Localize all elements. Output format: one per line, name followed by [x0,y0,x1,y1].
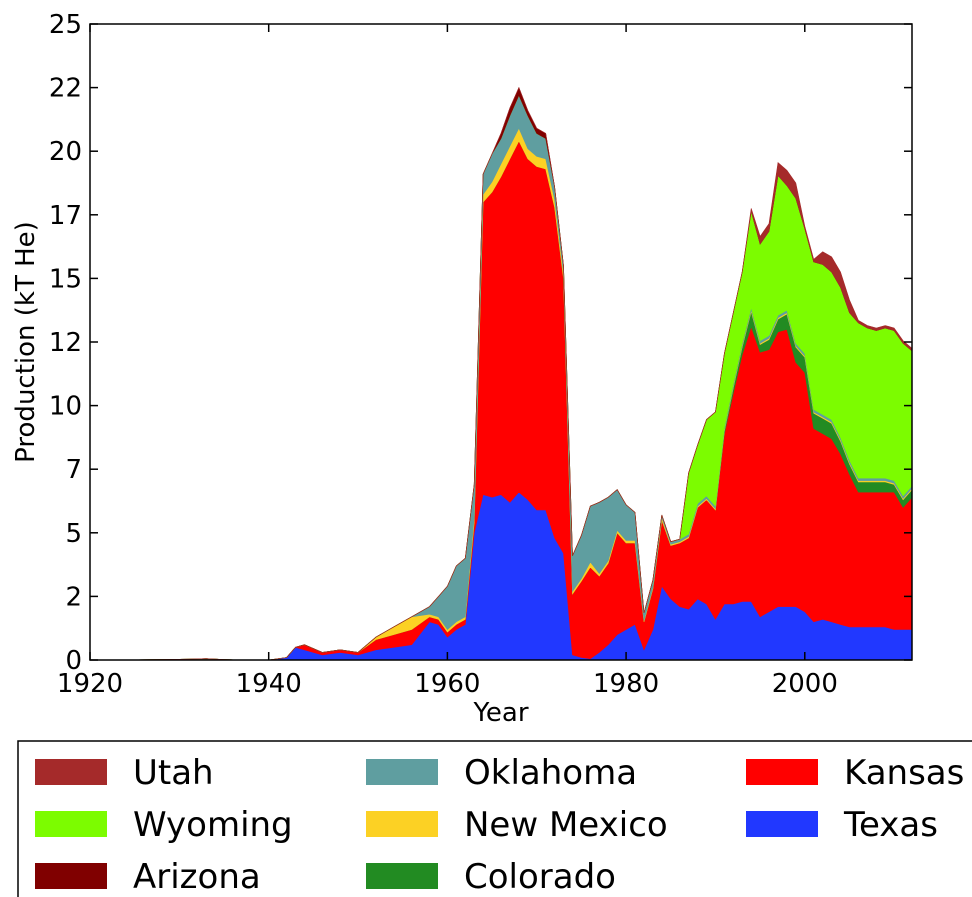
legend-label: Texas [843,805,938,845]
legend-swatch [35,759,107,785]
legend-swatch [366,759,438,785]
x-tick-label: 1940 [236,669,302,699]
legend-item-kansas: Kansas [746,753,964,793]
y-tick-label: 22 [49,74,82,104]
x-tick-label: 2000 [772,669,838,699]
y-tick-label: 2 [65,582,82,612]
legend-item-utah: Utah [35,753,214,793]
y-tick-label: 0 [65,646,82,676]
legend-label: New Mexico [464,805,668,845]
legend-label: Utah [133,753,214,793]
y-tick-label: 7 [65,455,82,485]
legend-label: Kansas [844,753,964,793]
legend-label: Arizona [133,857,261,897]
x-axis: 1920 1940 1960 1980 2000 [57,24,838,699]
legend-item-new-mexico: New Mexico [366,805,668,845]
legend-item-texas: Texas [746,805,938,845]
y-tick-label: 15 [49,264,82,294]
legend-swatch [746,759,818,785]
legend-item-arizona: Arizona [35,857,261,897]
y-tick-label: 10 [49,392,82,422]
legend-item-colorado: Colorado [366,857,616,897]
y-axis-title: Production (kT He) [11,221,41,463]
y-tick-label: 17 [49,201,82,231]
legend-swatch [35,811,107,837]
y-tick-label: 20 [49,137,82,167]
legend-item-wyoming: Wyoming [35,805,293,845]
legend-label: Wyoming [133,805,293,845]
stacked-areas [90,86,913,661]
x-axis-title: Year [472,698,528,728]
legend-label: Colorado [464,857,616,897]
legend-swatch [35,863,107,889]
legend-label: Oklahoma [464,753,637,793]
legend-swatch [366,811,438,837]
y-tick-label: 5 [65,519,82,549]
y-tick-label: 12 [49,328,82,358]
x-tick-label: 1920 [57,669,123,699]
x-tick-label: 1960 [414,669,480,699]
legend-swatch [746,811,818,837]
legend-swatch [366,863,438,889]
y-tick-label: 25 [49,10,82,40]
x-tick-label: 1980 [593,669,659,699]
legend-item-oklahoma: Oklahoma [366,753,637,793]
legend: Utah Oklahoma Kansas Wyoming New Mexico Texas… [17,740,972,897]
